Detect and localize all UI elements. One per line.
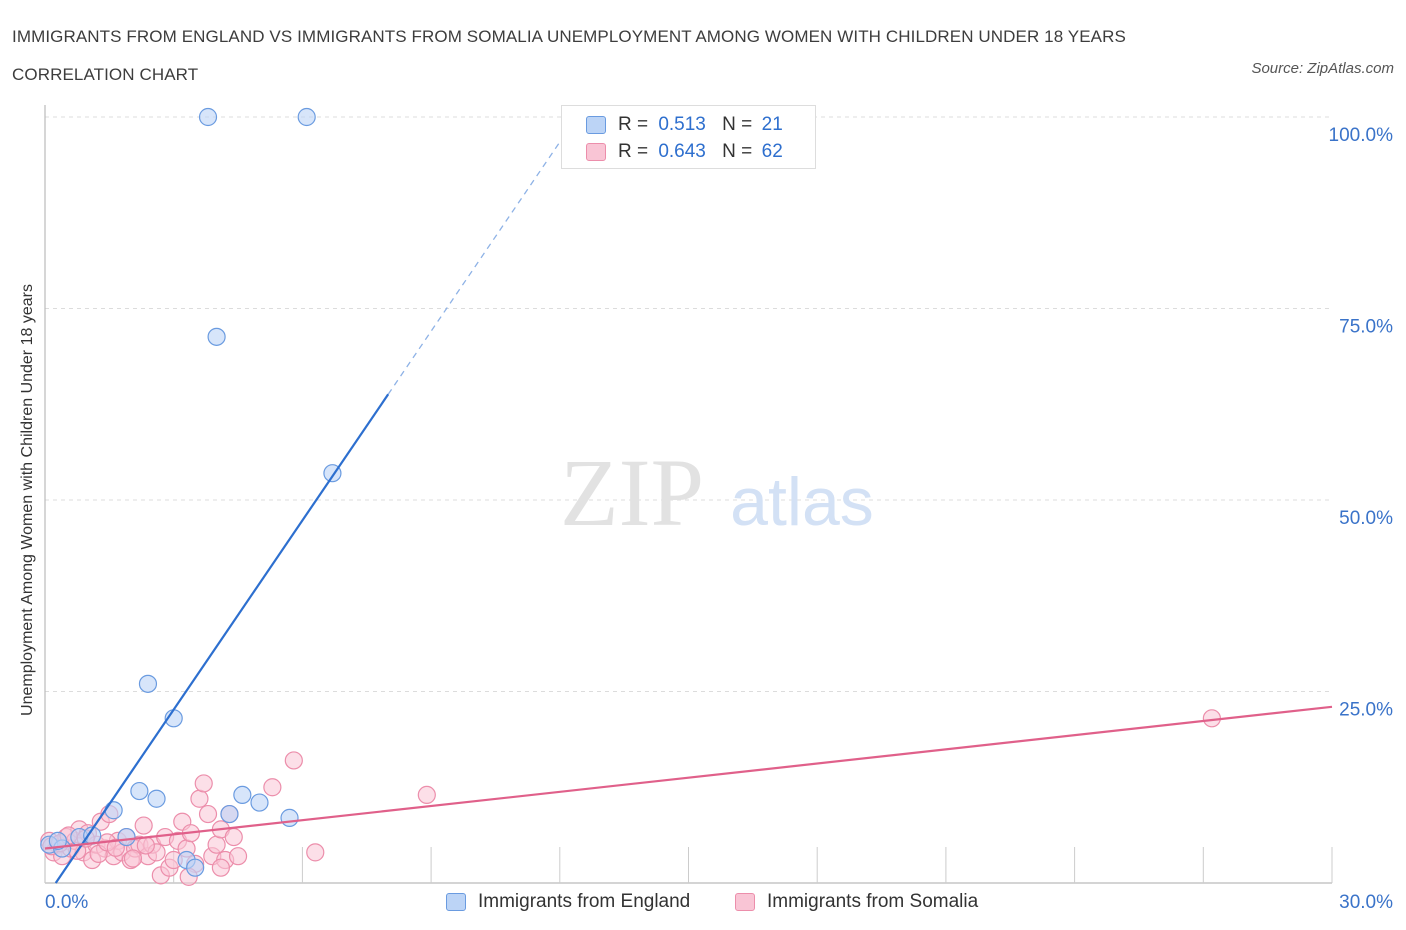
england-point xyxy=(233,785,252,805)
somalia-point xyxy=(198,804,218,824)
england-point xyxy=(104,801,123,820)
somalia-point xyxy=(228,847,248,866)
legend-swatch-england xyxy=(586,116,606,134)
y-tick-label: 100.0% xyxy=(1329,125,1394,146)
england-point xyxy=(138,674,158,693)
legend-n-value-england: 21 xyxy=(761,114,783,135)
legend-row-england: R = 0.513 N = 21 xyxy=(562,112,792,138)
somalia-point xyxy=(306,843,325,862)
england-points xyxy=(40,107,342,877)
legend-r-value-somalia: 0.643 xyxy=(658,141,706,162)
england-point xyxy=(280,808,299,827)
legend-r-label: R = xyxy=(618,114,649,135)
legend-label-somalia: Immigrants from Somalia xyxy=(767,891,979,912)
legend-n-value-somalia: 62 xyxy=(761,141,783,162)
somalia-point xyxy=(123,849,143,868)
somalia-point xyxy=(417,785,436,805)
somalia-point xyxy=(284,751,303,770)
tick-labels: 100.0% 75.0% 50.0% 25.0% 0.0% 30.0% xyxy=(45,125,1393,913)
england-trend-extension xyxy=(387,103,587,395)
somalia-point xyxy=(106,838,125,857)
england-point xyxy=(207,327,226,346)
somalia-point xyxy=(190,789,209,808)
y-tick-label: 75.0% xyxy=(1339,317,1393,338)
somalia-point xyxy=(134,816,153,835)
legend-swatch-somalia xyxy=(586,143,606,161)
y-axis-title-wrap: Unemployment Among Women with Children U… xyxy=(14,120,42,880)
x-tick-label: 0.0% xyxy=(45,892,88,913)
x-tick-label: 30.0% xyxy=(1339,892,1393,913)
somalia-point xyxy=(136,836,155,855)
trend-lines xyxy=(44,103,1333,884)
chart-title: IMMIGRANTS FROM ENGLAND VS IMMIGRANTS FR… xyxy=(12,27,1126,84)
somalia-point xyxy=(194,774,213,793)
y-axis-title: Unemployment Among Women with Children U… xyxy=(19,284,36,716)
y-tick-label: 25.0% xyxy=(1339,700,1393,721)
legend-n-label: N = xyxy=(722,141,753,162)
watermark-zip: ZIP xyxy=(560,439,704,546)
grid-lines xyxy=(45,116,1332,692)
somalia-point xyxy=(224,827,243,847)
correlation-legend: R = 0.513 N = 21 R = 0.643 N = 62 xyxy=(561,105,816,169)
legend-label-england: Immigrants from England xyxy=(478,891,691,912)
england-point xyxy=(48,831,67,850)
somalia-point xyxy=(211,858,230,877)
england-point xyxy=(250,793,269,812)
watermark-atlas: atlas xyxy=(730,464,874,540)
watermark: ZIP atlas xyxy=(560,439,874,546)
england-point xyxy=(186,858,205,877)
somalia-point xyxy=(207,835,226,854)
england-point xyxy=(297,107,316,127)
somalia-point xyxy=(263,778,282,797)
england-point xyxy=(117,827,136,847)
england-point xyxy=(198,107,218,127)
y-tick-label: 50.0% xyxy=(1339,508,1393,529)
legend-item-somalia[interactable]: Immigrants from Somalia xyxy=(735,888,978,916)
legend-swatch-somalia xyxy=(735,893,755,911)
somalia-points xyxy=(40,709,1221,886)
axes xyxy=(44,105,1333,884)
legend-r-label: R = xyxy=(618,141,649,162)
somalia-trend-line xyxy=(44,705,1333,850)
source-label: Source: ZipAtlas.com xyxy=(1251,60,1394,77)
legend-r-value-england: 0.513 xyxy=(658,114,706,135)
legend-n-label: N = xyxy=(722,114,753,135)
england-trend-line xyxy=(54,393,390,884)
england-point xyxy=(147,789,166,808)
series-legend: Immigrants from England Immigrants from … xyxy=(0,888,1406,916)
england-point xyxy=(130,781,149,801)
legend-swatch-england xyxy=(446,893,466,911)
legend-row-somalia: R = 0.643 N = 62 xyxy=(562,139,792,165)
england-point xyxy=(220,804,239,824)
legend-item-england[interactable]: Immigrants from England xyxy=(446,888,690,916)
